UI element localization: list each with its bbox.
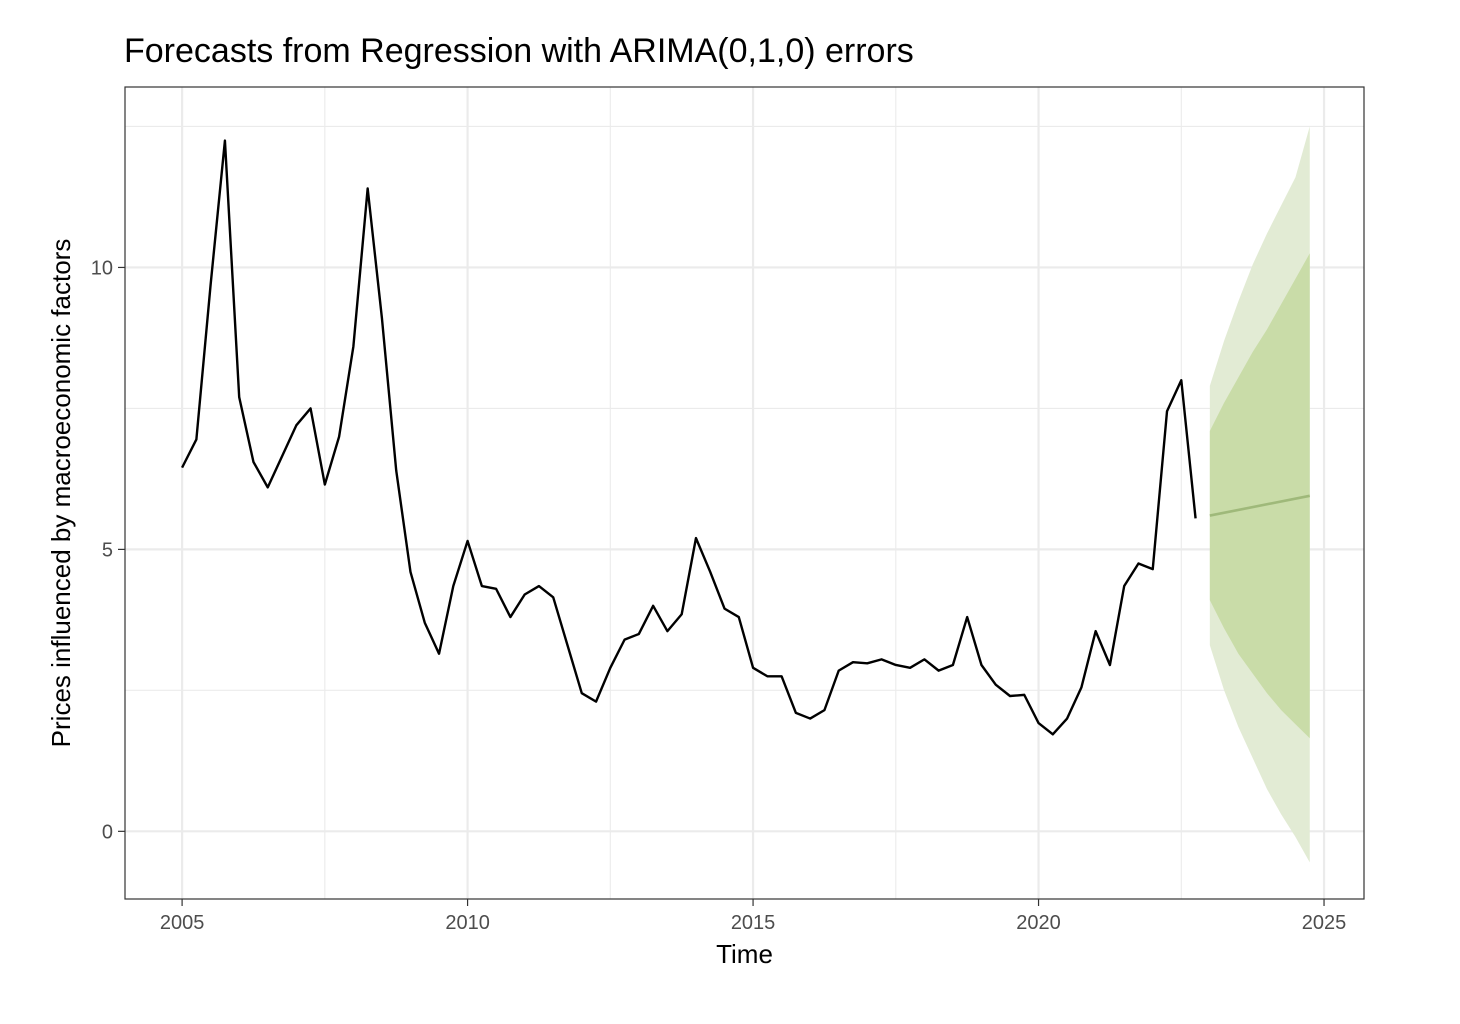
- historical-series-line: [181, 139, 1197, 736]
- x-tick-label: 2010: [445, 912, 490, 934]
- prediction-interval-80: [1209, 253, 1310, 739]
- y-axis-title: Prices influenced by macroeconomic facto…: [46, 239, 76, 748]
- chart-title: Forecasts from Regression with ARIMA(0,1…: [124, 32, 914, 70]
- x-tick-label: 2025: [1302, 912, 1347, 934]
- series-lines: [181, 139, 1311, 736]
- x-tick-label: 2015: [731, 912, 776, 934]
- y-tick-label: 10: [91, 257, 113, 279]
- x-axis-title: Time: [716, 939, 773, 969]
- forecast-mean-line: [1209, 494, 1311, 517]
- axes: 2005 2010 2015 2020 2025 0 5 10: [91, 257, 1347, 934]
- plot-border: [124, 86, 1365, 900]
- prediction-intervals: [1209, 126, 1310, 863]
- y-tick-label: 0: [102, 821, 113, 843]
- grid-lines: [125, 87, 1364, 899]
- y-tick-label: 5: [102, 539, 113, 561]
- x-tick-label: 2020: [1016, 912, 1061, 934]
- plot-panel: [125, 87, 1364, 899]
- x-tick-label: 2005: [160, 912, 205, 934]
